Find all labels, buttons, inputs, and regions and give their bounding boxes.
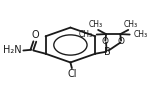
- Text: CH₃: CH₃: [124, 20, 138, 29]
- Text: B: B: [104, 47, 111, 57]
- Text: CH₃: CH₃: [134, 30, 148, 39]
- Text: CH₃: CH₃: [88, 20, 102, 29]
- Text: O: O: [118, 37, 125, 46]
- Text: H₂N: H₂N: [3, 46, 22, 56]
- Text: CH₃: CH₃: [78, 30, 92, 39]
- Text: Cl: Cl: [67, 69, 77, 79]
- Text: O: O: [102, 37, 109, 46]
- Text: O: O: [31, 30, 39, 40]
